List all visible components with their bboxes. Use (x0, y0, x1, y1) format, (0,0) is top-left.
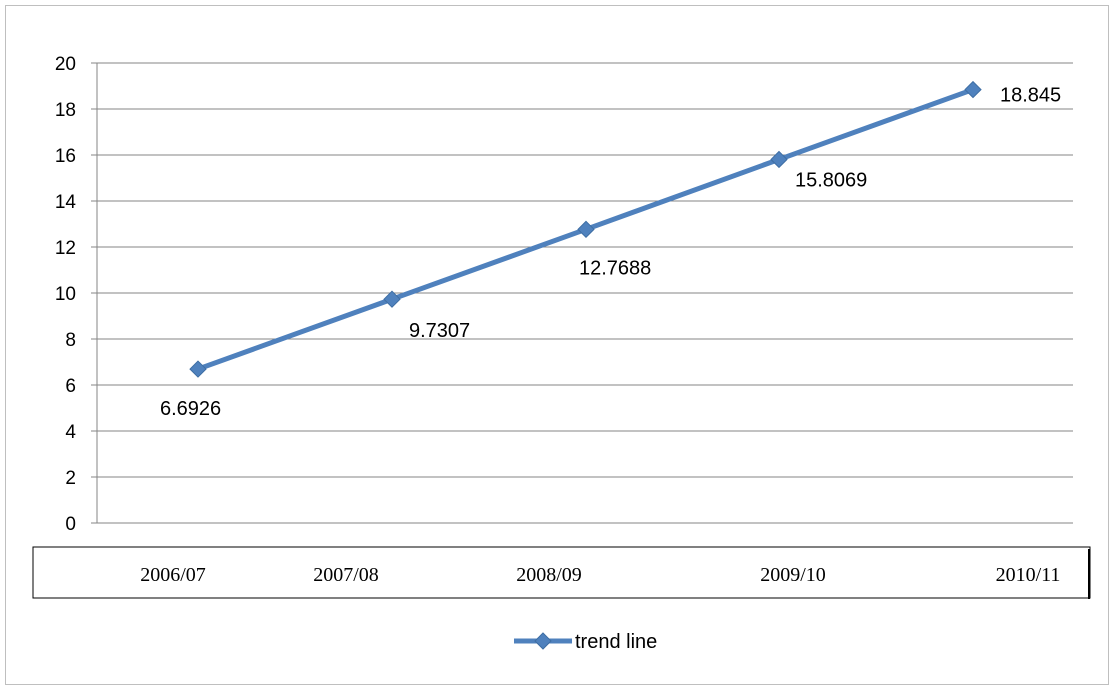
data-label: 18.845 (1000, 85, 1061, 107)
series-trend-line (189, 80, 982, 378)
category-label: 2006/07 (140, 564, 206, 586)
data-point-marker (383, 290, 401, 308)
category-label: 2008/09 (516, 564, 582, 586)
y-tick-label: 10 (55, 284, 76, 305)
y-tick-label: 4 (65, 422, 76, 443)
y-tick-label: 8 (65, 330, 76, 351)
y-tick-label: 6 (65, 376, 76, 397)
data-point-marker (577, 220, 595, 239)
y-tick-label: 20 (55, 54, 76, 75)
y-tick-label: 16 (55, 146, 76, 167)
gridlines (91, 62, 1073, 524)
legend-marker (534, 632, 552, 650)
data-labels: 6.6926 9.7307 12.7688 15.8069 18.845 (160, 85, 1061, 421)
category-label: 2009/10 (760, 564, 826, 586)
y-tick-label: 12 (55, 238, 76, 259)
category-label: 2007/08 (313, 564, 379, 586)
data-label: 12.7688 (579, 257, 651, 279)
data-point-marker (964, 80, 982, 99)
data-label: 6.6926 (160, 398, 221, 420)
y-tick-label: 0 (65, 514, 76, 535)
data-point-marker (770, 150, 788, 169)
y-tick-label: 14 (55, 192, 77, 213)
chart-border (5, 5, 1109, 685)
data-point-marker (189, 360, 207, 378)
y-tick-label: 18 (55, 100, 76, 121)
y-tick-label: 2 (65, 468, 76, 489)
data-label: 9.7307 (409, 320, 470, 342)
legend: trend line (514, 631, 657, 653)
category-axis-box: 2006/07 2007/08 2008/09 2009/10 2010/11 (32, 546, 1091, 599)
data-label: 15.8069 (795, 169, 867, 191)
legend-label: trend line (575, 631, 657, 653)
y-axis: 0 2 4 6 8 10 12 14 16 18 20 (55, 54, 98, 535)
category-label: 2010/11 (996, 564, 1061, 586)
